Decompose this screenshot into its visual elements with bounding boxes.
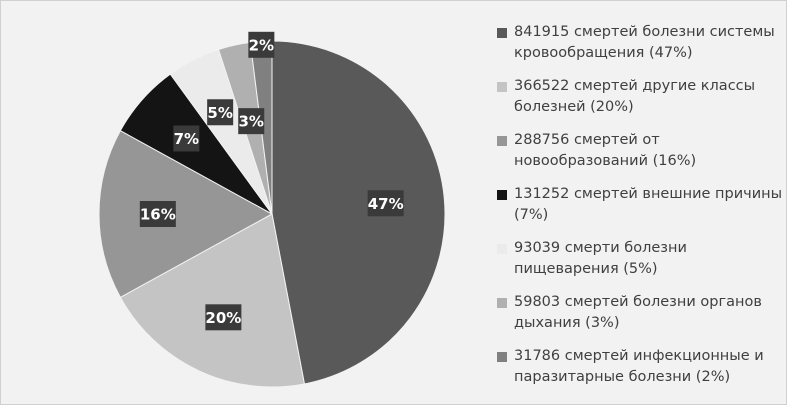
legend-swatch: [497, 244, 507, 254]
legend-swatch: [497, 82, 507, 92]
legend-swatch: [497, 298, 507, 308]
data-label-box: [248, 31, 275, 58]
legend-swatch: [497, 28, 507, 38]
legend-label: 841915 смертей болезни системы кровообра…: [514, 24, 775, 61]
data-label: 5%: [207, 104, 232, 122]
legend-item: 288756 смертей от новообразований (16%): [497, 130, 787, 184]
legend-label: 59803 смертей болезни органов дыхания (3…: [514, 294, 762, 331]
data-label-box: [367, 190, 404, 217]
legend-item: 131252 смертей внешние причины (7%): [497, 184, 787, 238]
legend-item: 93039 смерти болезни пищеварения (5%): [497, 238, 787, 292]
data-label-box: [173, 125, 200, 152]
legend-label: 288756 смертей от новообразований (16%): [514, 132, 697, 169]
pie-slice: [119, 213, 306, 388]
legend-item: 59803 смертей болезни органов дыхания (3…: [497, 292, 787, 346]
data-label: 20%: [205, 309, 241, 327]
legend-label: 131252 смертей внешние причины (7%): [514, 186, 783, 223]
legend-item: 841915 смертей болезни системы кровообра…: [497, 22, 787, 76]
legend-item: 31786 смертей инфекционные и паразитарны…: [497, 346, 787, 400]
legend-swatch: [497, 352, 507, 362]
legend-label: 93039 смерти болезни пищеварения (5%): [514, 240, 687, 277]
pie-slice: [271, 40, 446, 385]
data-label: 2%: [249, 36, 274, 54]
data-label: 47%: [368, 195, 404, 213]
data-label: 7%: [174, 130, 199, 148]
legend-swatch: [497, 190, 507, 200]
legend-label: 31786 смертей инфекционные и паразитарны…: [514, 348, 764, 385]
data-label-box: [238, 108, 265, 135]
data-label: 3%: [239, 113, 264, 131]
legend-swatch: [497, 136, 507, 146]
legend-item: 366522 смертей другие классы болезней (2…: [497, 76, 787, 130]
data-label-box: [207, 99, 234, 126]
data-label-box: [139, 201, 176, 227]
legend-label: 366522 смертей другие классы болезней (2…: [514, 78, 756, 115]
data-label: 16%: [140, 206, 176, 224]
data-label-box: [205, 304, 242, 331]
pie-slice: [98, 129, 274, 299]
legend: 841915 смертей болезни системы кровообра…: [497, 22, 787, 400]
